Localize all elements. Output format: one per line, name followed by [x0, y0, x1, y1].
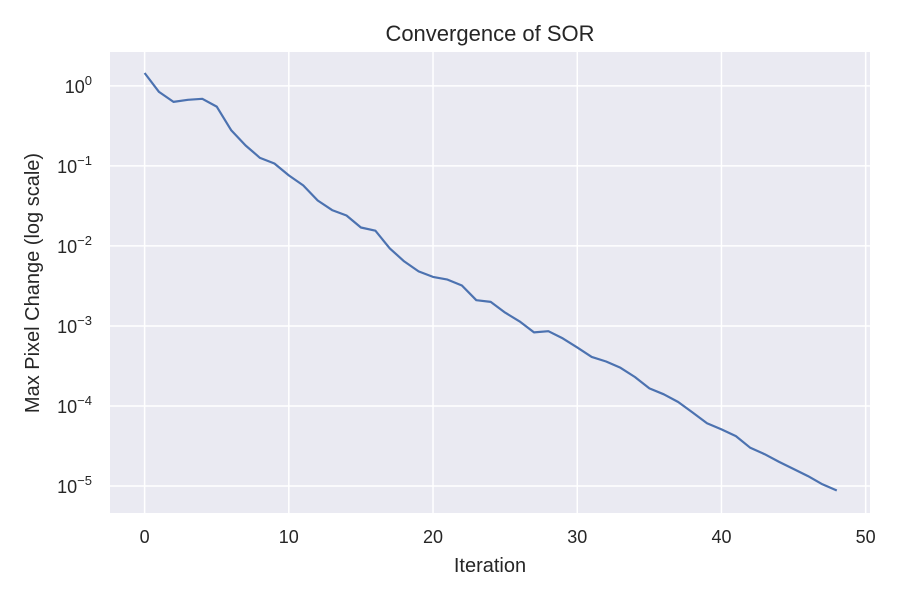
x-tick-label: 40: [711, 527, 731, 547]
x-tick-label: 0: [140, 527, 150, 547]
series-line: [143, 72, 838, 492]
x-tick-label: 10: [279, 527, 299, 547]
y-axis-label: Max Pixel Change (log scale): [22, 153, 44, 413]
y-tick-label: 100: [65, 73, 92, 97]
y-tick-label: 10−5: [57, 473, 92, 497]
plot-area: [110, 52, 870, 513]
chart-title: Convergence of SOR: [385, 21, 594, 46]
y-tick-label: 10−4: [57, 393, 92, 417]
x-tick-label: 50: [856, 527, 876, 547]
y-tick-label: 10−1: [57, 153, 92, 177]
grid: [110, 52, 870, 513]
y-tick-label: 10−3: [57, 313, 92, 337]
y-tick-label: 10−2: [57, 233, 92, 257]
x-axis-label: Iteration: [454, 555, 526, 577]
x-tick-label: 20: [423, 527, 443, 547]
x-tick-label: 30: [567, 527, 587, 547]
